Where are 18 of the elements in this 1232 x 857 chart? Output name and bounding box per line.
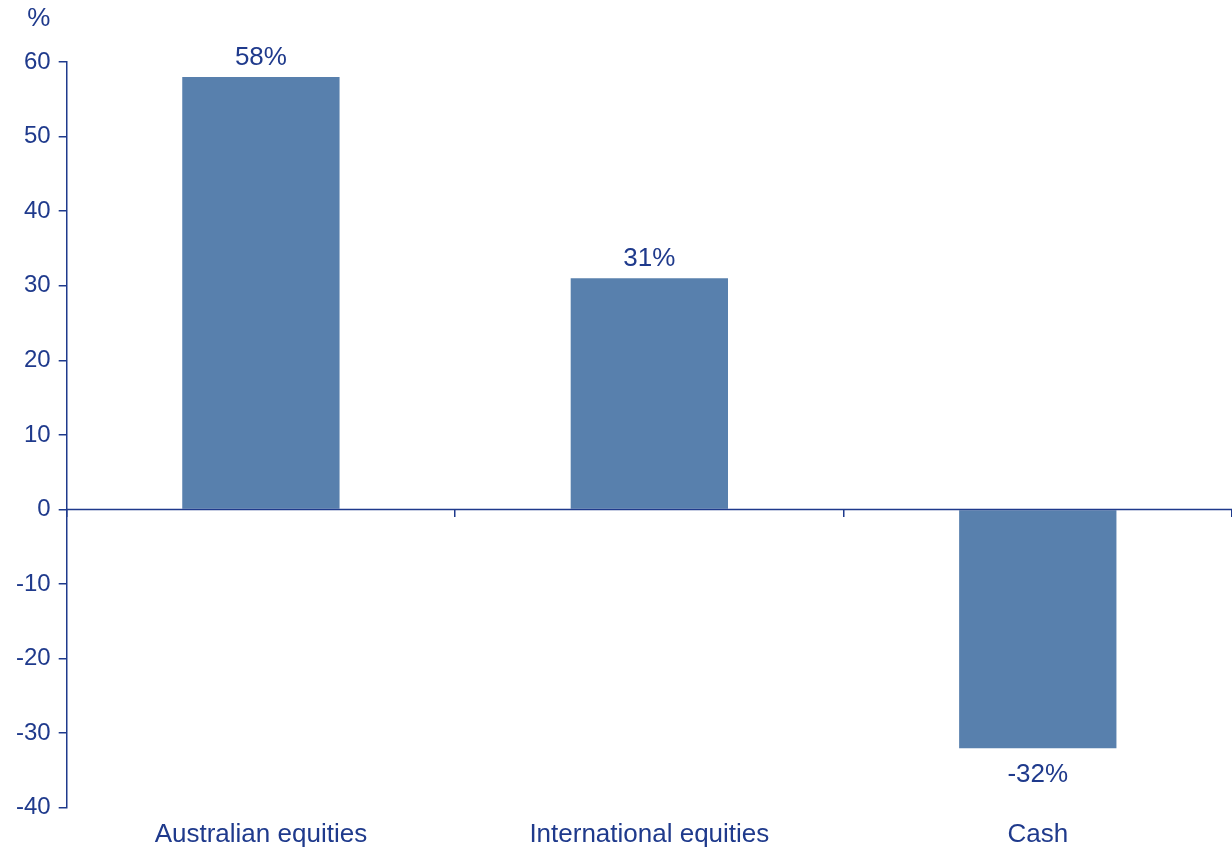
y-tick-label: -20	[16, 643, 51, 671]
y-tick-label: 20	[23, 344, 51, 372]
y-tick-label: 60	[23, 46, 51, 74]
y-tick-label: 40	[23, 195, 51, 223]
y-axis-title: %	[27, 2, 51, 33]
data-label: -32%	[1007, 758, 1069, 789]
y-tick-label: 10	[23, 419, 51, 447]
y-tick-label: -30	[16, 717, 51, 745]
x-tick-label: International equities	[529, 817, 770, 848]
y-tick-label: -10	[16, 568, 51, 596]
y-tick-label: 50	[23, 121, 51, 149]
data-label: 58%	[234, 41, 287, 72]
y-tick-label: 30	[23, 270, 51, 298]
data-label: 31%	[623, 242, 676, 273]
y-tick-label: 0	[37, 494, 51, 522]
x-tick-label: Australian equities	[154, 817, 368, 848]
x-tick-label: Cash	[1007, 817, 1069, 848]
y-tick-label: -40	[16, 792, 51, 820]
